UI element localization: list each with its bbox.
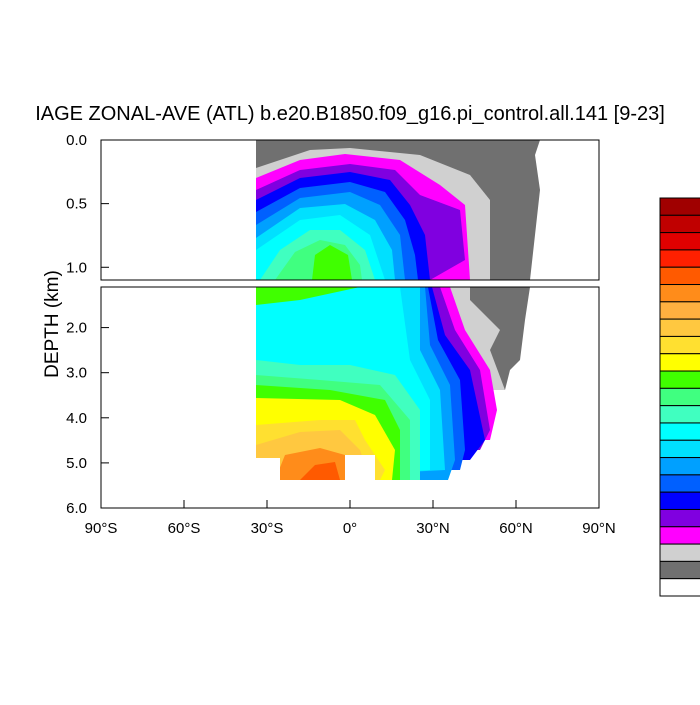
colorbar-box <box>659 249 700 268</box>
y-tick-label: 0.0 <box>66 132 87 149</box>
colorbar-box <box>659 474 700 493</box>
contour-field-bottom <box>256 287 530 480</box>
colorbar-box <box>659 560 700 580</box>
y-tick-label: 6.0 <box>66 500 87 517</box>
colorbar-box <box>659 370 700 389</box>
x-tick-label: 0° <box>343 520 357 537</box>
colorbar-box <box>659 508 700 528</box>
y-tick-label: 2.0 <box>66 320 87 337</box>
colorbar-box <box>659 543 700 562</box>
y-axis-label: DEPTH (km) <box>42 270 63 378</box>
colorbar-box <box>659 197 700 216</box>
colorbar-box <box>659 578 700 597</box>
colorbar-box <box>659 353 700 372</box>
contour-field-top <box>256 140 540 280</box>
colorbar-box <box>659 405 700 424</box>
y-tick-label: 5.0 <box>66 455 87 472</box>
y-tick-label: 3.0 <box>66 365 87 382</box>
colorbar-box <box>659 387 700 407</box>
colorbar-box <box>659 491 700 510</box>
plot-frame-top <box>100 139 600 281</box>
colorbar-box <box>659 422 700 441</box>
x-tick-label: 60°N <box>499 520 533 537</box>
colorbar-box <box>659 214 700 234</box>
colorbar-box <box>659 335 700 355</box>
colorbar-box <box>659 439 700 459</box>
colorbar-box <box>659 318 700 337</box>
x-tick-label: 60°S <box>168 520 201 537</box>
y-tick-label: 0.5 <box>66 196 87 213</box>
colorbar-box <box>659 232 700 251</box>
x-tick-label: 90°N <box>582 520 616 537</box>
x-tick-label: 30°N <box>416 520 450 537</box>
colorbar-box <box>659 266 700 286</box>
x-tick-label: 90°S <box>85 520 118 537</box>
colorbar-box <box>659 284 700 303</box>
chart-title: IAGE ZONAL-AVE (ATL) b.e20.B1850.f09_g16… <box>35 103 665 125</box>
y-tick-label: 1.0 <box>66 259 87 276</box>
x-tick-label: 30°S <box>251 520 284 537</box>
colorbar-box <box>659 457 700 476</box>
y-tick-label: 4.0 <box>66 410 87 427</box>
colorbar-box <box>659 301 700 320</box>
colorbar-box <box>659 526 700 545</box>
